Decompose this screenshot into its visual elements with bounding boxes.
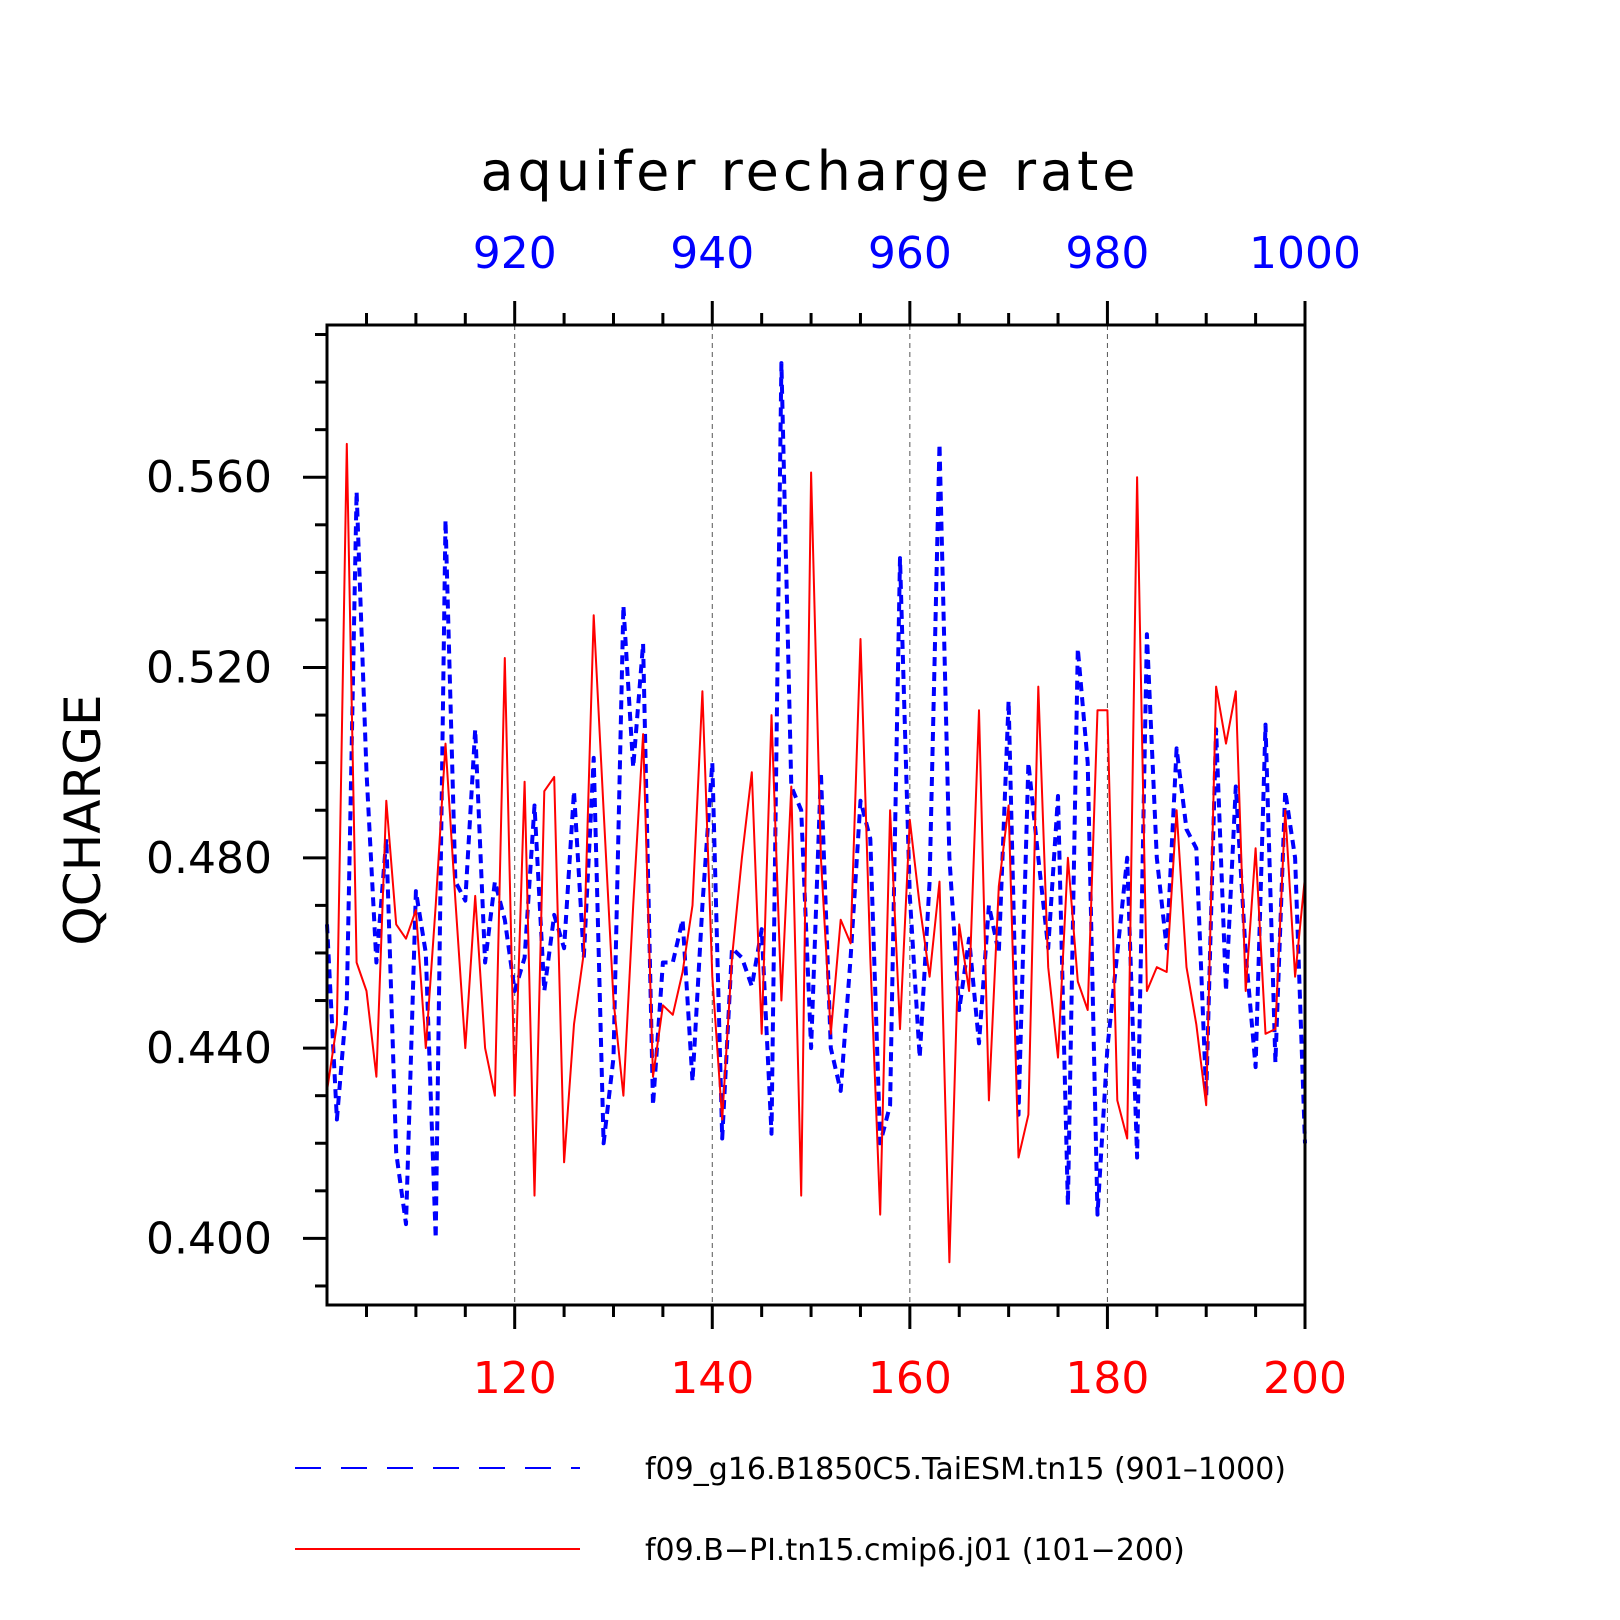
bottom-tick-label: 160 bbox=[868, 1353, 952, 1404]
y-tick-label: 0.560 bbox=[146, 452, 272, 503]
top-tick-label: 940 bbox=[670, 228, 754, 279]
top-tick-label: 920 bbox=[473, 228, 557, 279]
top-tick-label: 1000 bbox=[1249, 228, 1361, 279]
series-line-taiesm bbox=[325, 361, 1307, 1241]
y-tick-label: 0.440 bbox=[146, 1023, 272, 1074]
y-tick-label: 0.480 bbox=[146, 833, 272, 884]
legend-entry-cmip6: f09.B−PI.tn15.cmip6.j01 (101−200) bbox=[645, 1533, 1185, 1568]
series-layer bbox=[325, 361, 1307, 1264]
top-tick-label: 960 bbox=[868, 228, 952, 279]
y-axis: 0.400 0.440 0.480 0.520 0.560 bbox=[146, 452, 272, 1264]
top-axis: 920 940 960 980 1000 bbox=[473, 228, 1361, 279]
y-tick-label: 0.520 bbox=[146, 643, 272, 694]
chart-title: aquifer recharge rate bbox=[480, 140, 1139, 203]
axis-ticks bbox=[303, 301, 1307, 1329]
legend: f09_g16.B1850C5.TaiESM.tn15 (901–1000) f… bbox=[295, 1452, 1286, 1568]
top-tick-label: 980 bbox=[1065, 228, 1149, 279]
series-line-cmip6 bbox=[326, 442, 1306, 1264]
bottom-tick-label: 140 bbox=[670, 1353, 754, 1404]
y-tick-label: 0.400 bbox=[146, 1213, 272, 1264]
y-axis-label: QCHARGE bbox=[54, 694, 112, 945]
legend-entry-taiesm: f09_g16.B1850C5.TaiESM.tn15 (901–1000) bbox=[645, 1452, 1286, 1487]
bottom-axis: 120 140 160 180 200 bbox=[473, 1353, 1347, 1404]
bottom-tick-label: 120 bbox=[473, 1353, 557, 1404]
plot-frame bbox=[325, 323, 1307, 1307]
bottom-tick-label: 180 bbox=[1065, 1353, 1149, 1404]
bottom-tick-label: 200 bbox=[1263, 1353, 1347, 1404]
